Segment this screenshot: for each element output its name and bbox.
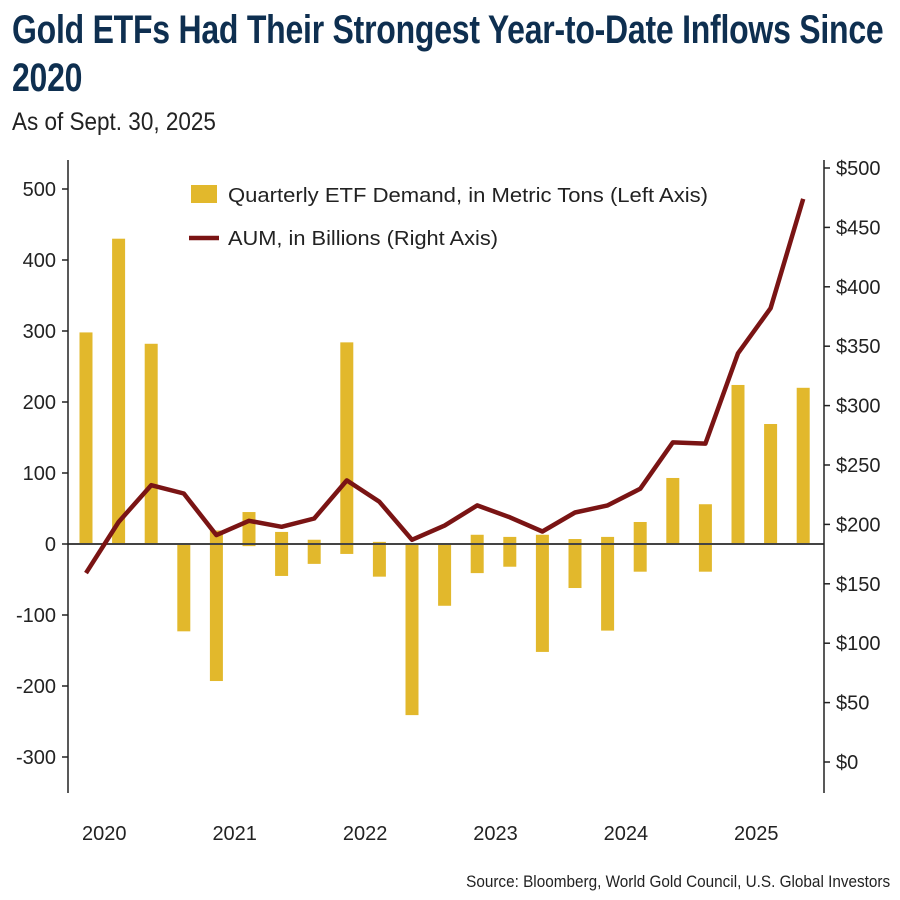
bar-2020Q3 bbox=[144, 343, 158, 544]
left-tick-label: 200 bbox=[23, 392, 56, 414]
bar-2022Q4 bbox=[438, 544, 452, 606]
right-tick-label: $100 bbox=[836, 633, 881, 655]
bar-2020Q1 bbox=[79, 332, 93, 544]
right-tick-label: $250 bbox=[836, 455, 881, 477]
x-tick-label-2024: 2024 bbox=[604, 823, 649, 845]
source-note: Source: Bloomberg, World Gold Council, U… bbox=[465, 872, 890, 891]
right-tick-label: $50 bbox=[836, 693, 869, 715]
x-tick-label-2025: 2025 bbox=[734, 823, 779, 845]
legend-label-aum: AUM, in Billions (Right Axis) bbox=[228, 228, 498, 250]
x-tick-label-2023: 2023 bbox=[473, 823, 518, 845]
bar-2021Q3 bbox=[275, 531, 289, 576]
right-tick-label: $200 bbox=[836, 514, 881, 536]
bar-2022Q1 bbox=[340, 342, 354, 554]
bar-2021Q4 bbox=[307, 539, 321, 564]
bar-2022Q2 bbox=[372, 541, 386, 577]
legend: Quarterly ETF Demand, in Metric Tons (Le… bbox=[189, 185, 708, 250]
bar-2025Q2 bbox=[764, 424, 778, 544]
bar-2021Q2 bbox=[242, 512, 256, 547]
left-tick-label: 500 bbox=[23, 179, 56, 201]
left-tick-label: 0 bbox=[45, 534, 56, 556]
left-tick-label: -300 bbox=[16, 747, 56, 769]
left-tick-label: -100 bbox=[16, 605, 56, 627]
right-tick-label: $300 bbox=[836, 396, 881, 418]
bar-2024Q4 bbox=[698, 504, 712, 572]
right-tick-label: $450 bbox=[836, 217, 881, 239]
right-tick-label: $500 bbox=[836, 158, 881, 180]
legend-label-etf-demand: Quarterly ETF Demand, in Metric Tons (Le… bbox=[228, 185, 708, 207]
x-tick-label-2022: 2022 bbox=[343, 823, 388, 845]
bar-2025Q3 bbox=[796, 387, 810, 544]
bar-2024Q1 bbox=[601, 536, 615, 631]
right-tick-label: $350 bbox=[836, 336, 881, 358]
bar-2022Q3 bbox=[405, 544, 419, 716]
bar-2021Q1 bbox=[209, 530, 223, 682]
aum-line bbox=[84, 198, 806, 575]
right-tick-label: $0 bbox=[836, 752, 858, 774]
bar-2023Q1 bbox=[470, 534, 484, 574]
left-tick-label: 400 bbox=[23, 250, 56, 272]
bar-2023Q2 bbox=[503, 536, 517, 567]
right-tick-label: $150 bbox=[836, 574, 881, 596]
x-tick-label-2020: 2020 bbox=[82, 823, 127, 845]
legend-swatch-etf-demand bbox=[191, 185, 217, 203]
bar-2020Q4 bbox=[177, 544, 191, 632]
bar-2024Q3 bbox=[666, 477, 680, 544]
bar-2023Q3 bbox=[535, 534, 549, 652]
left-tick-label: 100 bbox=[23, 463, 56, 485]
x-tick-label-2021: 2021 bbox=[212, 823, 257, 845]
chart-title: Gold ETFs Had Their Strongest Year-to-Da… bbox=[12, 8, 884, 100]
left-tick-label: 300 bbox=[23, 321, 56, 343]
bar-2024Q2 bbox=[633, 521, 647, 572]
bar-2020Q2 bbox=[112, 238, 126, 544]
right-tick-label: $400 bbox=[836, 277, 881, 299]
left-tick-label: -200 bbox=[16, 676, 56, 698]
chart-subtitle: As of Sept. 30, 2025 bbox=[12, 108, 216, 136]
bar-2023Q4 bbox=[568, 539, 582, 589]
bar-2025Q1 bbox=[731, 384, 745, 544]
